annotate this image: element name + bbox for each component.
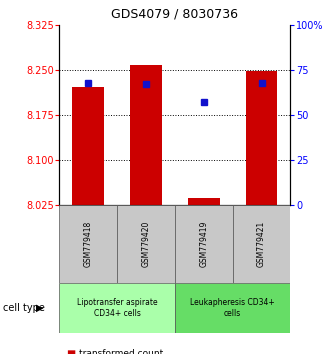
Bar: [59, 205, 117, 283]
Bar: [175, 205, 233, 283]
Text: GSM779420: GSM779420: [142, 221, 150, 268]
Text: transformed count: transformed count: [79, 349, 163, 354]
Bar: [175, 283, 290, 333]
Text: Lipotransfer aspirate
CD34+ cells: Lipotransfer aspirate CD34+ cells: [77, 298, 157, 318]
Bar: [117, 205, 175, 283]
Bar: [188, 198, 220, 205]
Text: GSM779418: GSM779418: [84, 221, 93, 267]
Text: ▶: ▶: [36, 303, 44, 313]
Bar: [233, 205, 290, 283]
Text: GSM779421: GSM779421: [257, 221, 266, 267]
Bar: [72, 87, 104, 205]
Text: ■: ■: [66, 349, 75, 354]
Text: cell type: cell type: [3, 303, 45, 313]
Text: Leukapheresis CD34+
cells: Leukapheresis CD34+ cells: [190, 298, 275, 318]
Title: GDS4079 / 8030736: GDS4079 / 8030736: [112, 8, 238, 21]
Bar: [130, 65, 162, 205]
Bar: [246, 71, 278, 205]
Text: GSM779419: GSM779419: [199, 221, 208, 268]
Bar: [59, 283, 175, 333]
